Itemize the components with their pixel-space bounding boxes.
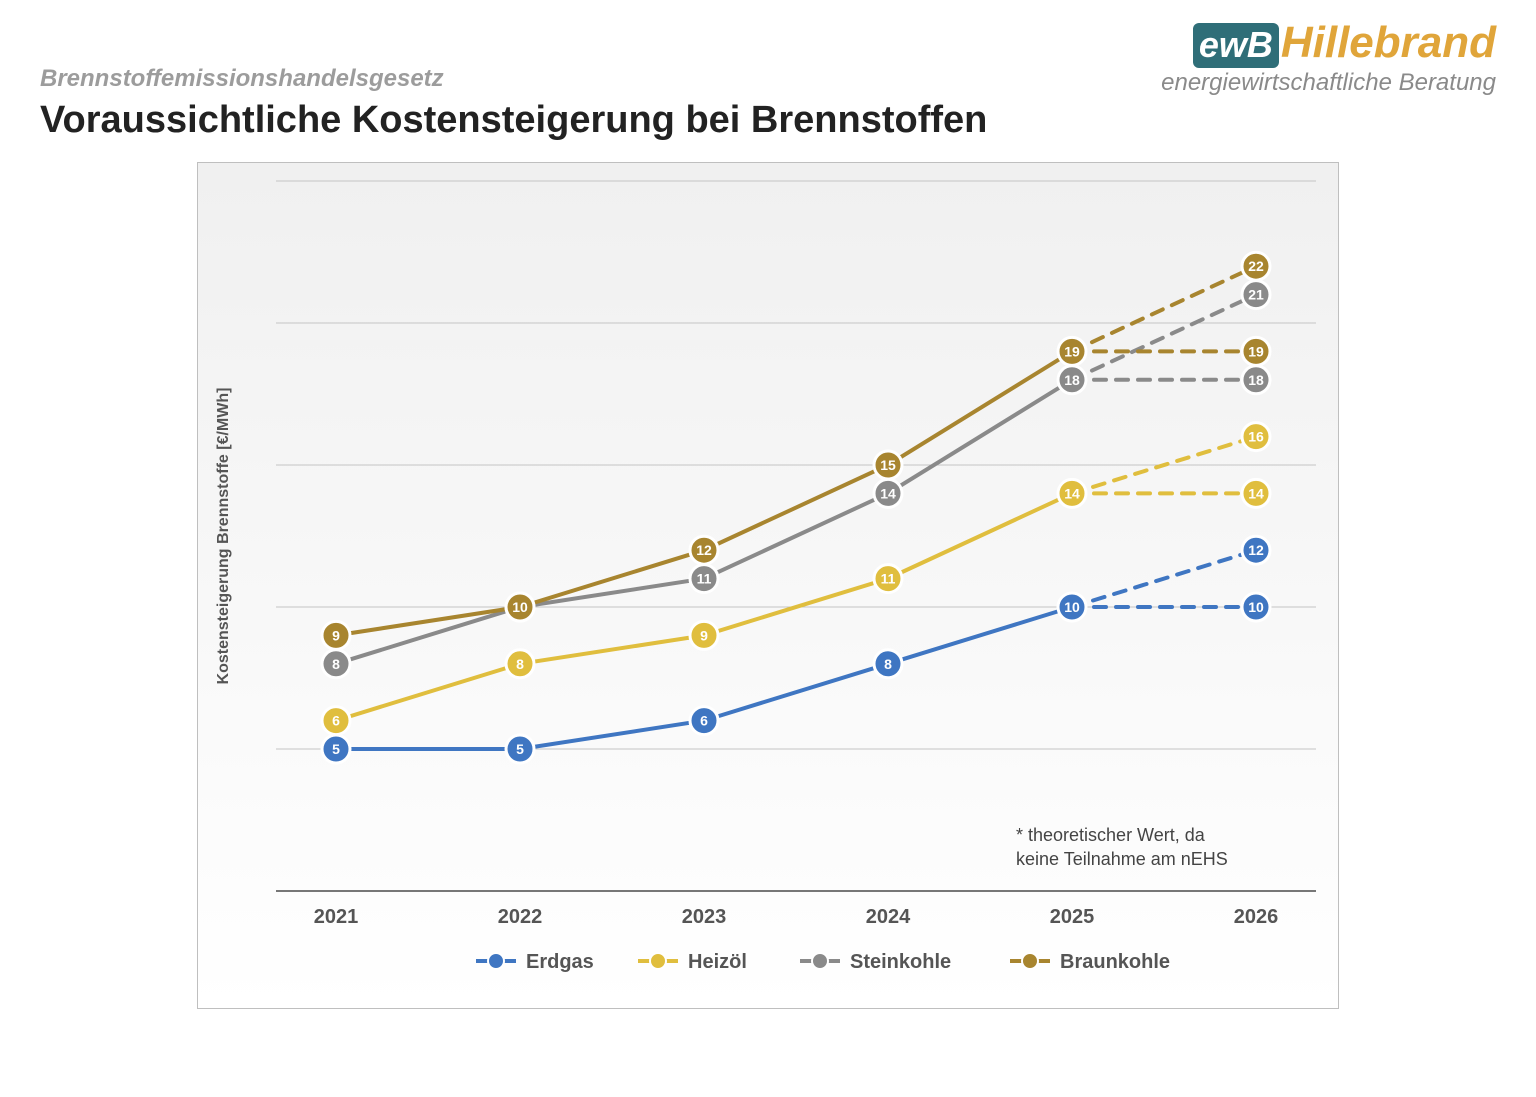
data-label: 14 <box>880 486 896 502</box>
x-tick-label: 2021 <box>314 906 359 928</box>
logo-top: ewBHillebrand <box>1161 20 1496 68</box>
data-label: 16 <box>1248 429 1264 445</box>
logo-badge: ewB <box>1193 23 1279 68</box>
data-label: 14 <box>1248 486 1264 502</box>
data-label: 9 <box>700 628 708 644</box>
chart-footnote: keine Teilnahme am nEHS <box>1016 849 1228 869</box>
data-label: 11 <box>697 571 712 587</box>
legend-label: Steinkohle <box>850 951 951 973</box>
x-tick-label: 2026 <box>1234 906 1279 928</box>
slide: Brennstoffemissionshandelsgesetz ewBHill… <box>0 0 1536 1097</box>
data-label: 22 <box>1248 259 1264 275</box>
data-label: 12 <box>696 543 712 559</box>
data-label: 8 <box>332 656 340 672</box>
legend-label: Braunkohle <box>1060 951 1170 973</box>
data-label: 19 <box>1064 344 1080 360</box>
x-tick-label: 2025 <box>1050 906 1095 928</box>
y-axis-label: Kostensteigerung Brennstoffe [€/MWh] <box>215 388 232 685</box>
main-title: Voraussichtliche Kostensteigerung bei Br… <box>40 99 1496 142</box>
data-label: 6 <box>332 713 340 729</box>
data-label: 10 <box>1248 599 1264 615</box>
data-label: 5 <box>332 741 340 757</box>
data-label: 10 <box>512 599 528 615</box>
header: Brennstoffemissionshandelsgesetz ewBHill… <box>40 20 1496 95</box>
legend-label: Erdgas <box>526 951 594 973</box>
data-label: 12 <box>1248 543 1264 559</box>
data-label: 18 <box>1064 372 1080 388</box>
data-label: 6 <box>700 713 708 729</box>
line-chart: 2021 2022 2023 2024 2025 2026 Kostensteigerung… <box>198 163 1338 1008</box>
data-label: 18 <box>1248 372 1264 388</box>
data-label: 8 <box>516 656 524 672</box>
data-label: 9 <box>332 628 340 644</box>
data-label: 14 <box>1064 486 1080 502</box>
data-label: 8 <box>884 656 892 672</box>
pre-title: Brennstoffemissionshandelsgesetz <box>40 65 444 93</box>
data-label: 5 <box>516 741 524 757</box>
logo-subtitle: energiewirtschaftliche Beratung <box>1161 70 1496 95</box>
brand-logo: ewBHillebrand energiewirtschaftliche Ber… <box>1161 20 1496 95</box>
data-label: 19 <box>1248 344 1264 360</box>
data-label: 15 <box>880 457 896 473</box>
x-tick-label: 2024 <box>866 906 911 928</box>
legend-label: Heizöl <box>688 951 747 973</box>
chart-container: 2021 2022 2023 2024 2025 2026 Kostensteigerung… <box>197 162 1339 1009</box>
chart-footnote: * theoretischer Wert, da <box>1016 825 1206 845</box>
data-label: 21 <box>1248 287 1264 303</box>
x-tick-label: 2022 <box>498 906 543 928</box>
data-label: 11 <box>881 571 896 587</box>
x-tick-label: 2023 <box>682 906 727 928</box>
logo-name: Hillebrand <box>1281 18 1496 67</box>
data-label: 10 <box>1064 599 1080 615</box>
